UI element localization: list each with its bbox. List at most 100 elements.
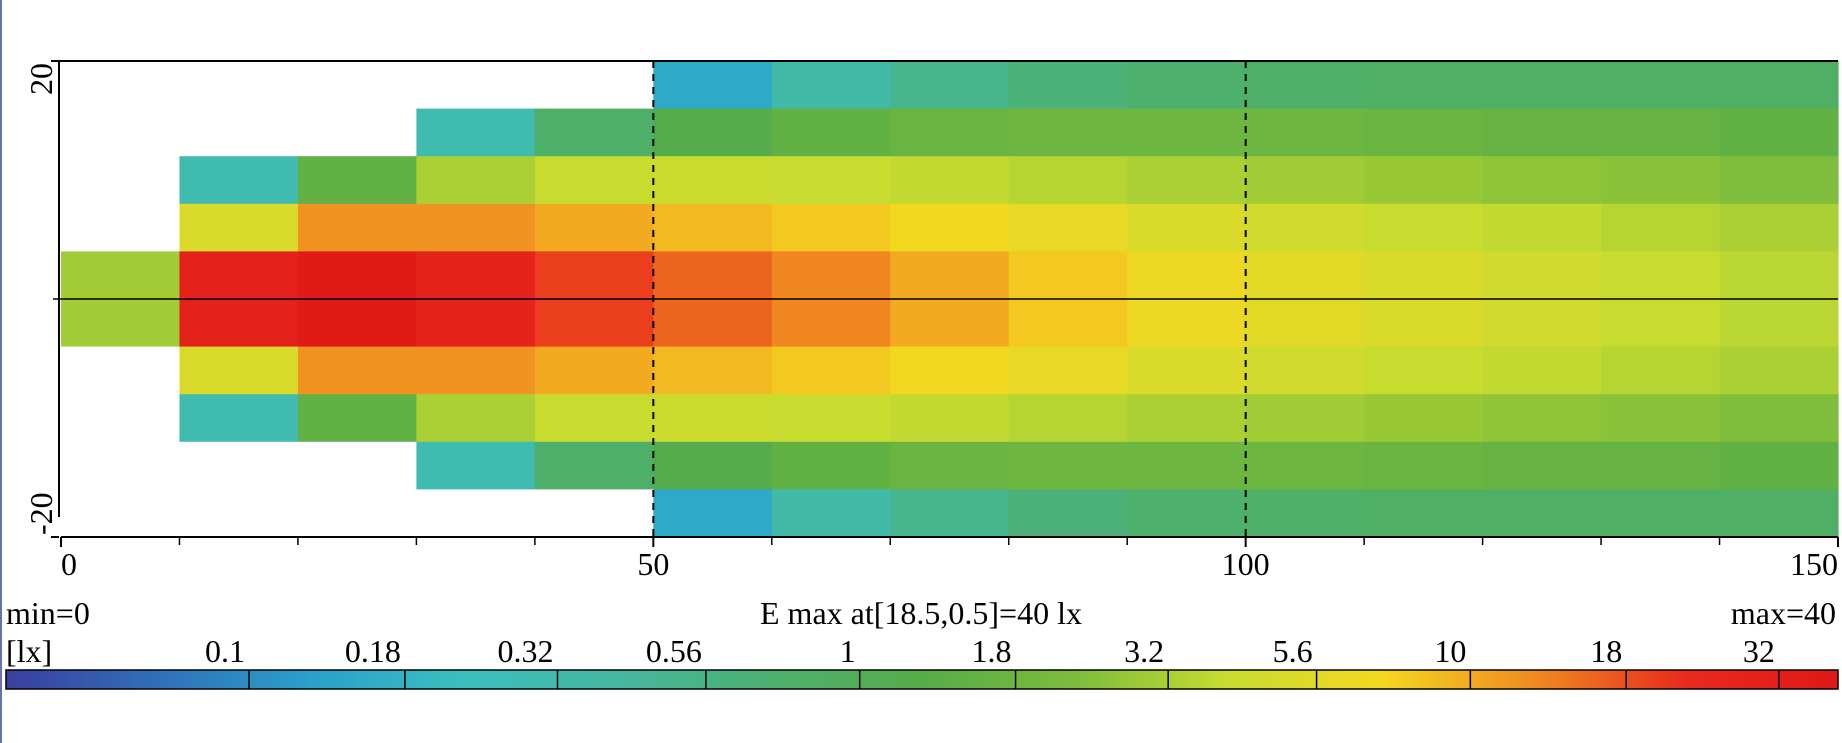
heatmap-cell xyxy=(890,203,1010,252)
heatmap-cell xyxy=(771,61,891,110)
heatmap-cell xyxy=(179,441,299,490)
heatmap-cell xyxy=(179,346,299,395)
heatmap-cell xyxy=(534,108,654,157)
heatmap-cell xyxy=(534,489,654,538)
colorbar-tick-label: 1 xyxy=(840,633,856,669)
heatmap-cell xyxy=(416,489,536,538)
heatmap-cell xyxy=(416,203,536,252)
heatmap-cell xyxy=(416,251,536,300)
heatmap-cell xyxy=(179,61,299,110)
heatmap-cell xyxy=(1127,108,1247,157)
heatmap-cell xyxy=(1482,394,1602,443)
heatmap-cell xyxy=(297,394,417,443)
heatmap-cell xyxy=(1127,489,1247,538)
colorbar-tick-label: 0.32 xyxy=(497,633,553,669)
heatmap-cell xyxy=(534,61,654,110)
heatmap-cell xyxy=(771,346,891,395)
heatmap-cell xyxy=(653,203,773,252)
heatmap-cell xyxy=(1364,156,1484,205)
x-tick-label: 50 xyxy=(637,546,669,582)
colorbar-tick-label: 32 xyxy=(1743,633,1775,669)
heatmap-cell xyxy=(890,251,1010,300)
heatmap-cell xyxy=(1245,251,1365,300)
heatmap-cell xyxy=(297,251,417,300)
heatmap-cell xyxy=(771,108,891,157)
heatmap-cell xyxy=(1601,299,1721,348)
heatmap-cell xyxy=(653,61,773,110)
heatmap-cell xyxy=(890,489,1010,538)
colorbar-tick-label: 1.8 xyxy=(972,633,1012,669)
heatmap-cell xyxy=(890,61,1010,110)
heatmap-cell xyxy=(416,441,536,490)
heatmap-cell xyxy=(653,346,773,395)
heatmap-cell xyxy=(179,299,299,348)
heatmap-cell xyxy=(771,251,891,300)
heatmap-cell xyxy=(1719,251,1839,300)
heatmap-cell xyxy=(61,156,181,205)
heatmap-cell xyxy=(1245,61,1365,110)
axes: 0 50 100 150 -20 20 xyxy=(23,60,1839,582)
heatmap-cell xyxy=(1008,299,1128,348)
x-tick-label: 0 xyxy=(61,546,77,582)
heatmap-cell xyxy=(890,394,1010,443)
heatmap-cell xyxy=(179,108,299,157)
heatmap-cell xyxy=(1127,441,1247,490)
heatmap-cell xyxy=(1482,441,1602,490)
heatmap-cell xyxy=(1719,299,1839,348)
heatmap-cell xyxy=(1482,156,1602,205)
heatmap-cell xyxy=(1601,441,1721,490)
heatmap-cell xyxy=(534,251,654,300)
heatmap-cell xyxy=(1482,346,1602,395)
heatmap-cell xyxy=(416,108,536,157)
heatmap-cell xyxy=(1482,61,1602,110)
heatmap-cell xyxy=(1364,251,1484,300)
heatmap-cell xyxy=(1364,346,1484,395)
x-tick-label: 150 xyxy=(1790,546,1838,582)
heatmap-cell xyxy=(771,156,891,205)
min-label: min=0 xyxy=(6,595,90,631)
heatmap-cell xyxy=(1364,203,1484,252)
heatmap-cell xyxy=(653,299,773,348)
heatmap-cell xyxy=(890,346,1010,395)
heatmap-cell xyxy=(1245,441,1365,490)
heatmap-cell xyxy=(1245,346,1365,395)
heatmap-cell xyxy=(61,441,181,490)
heatmap-cell xyxy=(653,394,773,443)
heatmap-cell xyxy=(297,299,417,348)
heatmap-cell xyxy=(1245,108,1365,157)
heatmap-cell xyxy=(1008,156,1128,205)
heatmap-cell xyxy=(890,299,1010,348)
y-tick-label: 20 xyxy=(23,63,59,95)
heatmap-cell xyxy=(1127,394,1247,443)
heatmap-cell xyxy=(1719,108,1839,157)
heatmap-cell xyxy=(534,346,654,395)
heatmap-cell xyxy=(890,108,1010,157)
heatmap-cell xyxy=(61,346,181,395)
heatmap-cell xyxy=(1245,489,1365,538)
heatmap-cell xyxy=(1127,156,1247,205)
heatmap-cell xyxy=(1719,394,1839,443)
heatmap-cell xyxy=(1719,156,1839,205)
heatmap-cell xyxy=(1601,251,1721,300)
heatmap-cell xyxy=(1364,489,1484,538)
heatmap-cell xyxy=(1127,61,1247,110)
heatmap-cell xyxy=(1008,346,1128,395)
heatmap-cell xyxy=(61,299,181,348)
heatmap-cell xyxy=(179,156,299,205)
max-label: max=40 xyxy=(1731,595,1836,631)
heatmap-cell xyxy=(416,61,536,110)
heatmap-cell xyxy=(416,346,536,395)
heatmap-cell xyxy=(771,203,891,252)
heatmap-cell xyxy=(179,203,299,252)
heatmap-cell xyxy=(297,156,417,205)
colorbar xyxy=(5,669,1839,690)
heatmap-cell xyxy=(1601,489,1721,538)
heatmap-cell xyxy=(534,299,654,348)
heatmap-cell xyxy=(61,251,181,300)
colorbar-tick-label: 0.56 xyxy=(646,633,702,669)
heatmap-cell xyxy=(653,251,773,300)
heatmap-cell xyxy=(1482,299,1602,348)
heatmap-cell xyxy=(1482,489,1602,538)
heatmap-cell xyxy=(297,489,417,538)
heatmap-cell xyxy=(1245,394,1365,443)
